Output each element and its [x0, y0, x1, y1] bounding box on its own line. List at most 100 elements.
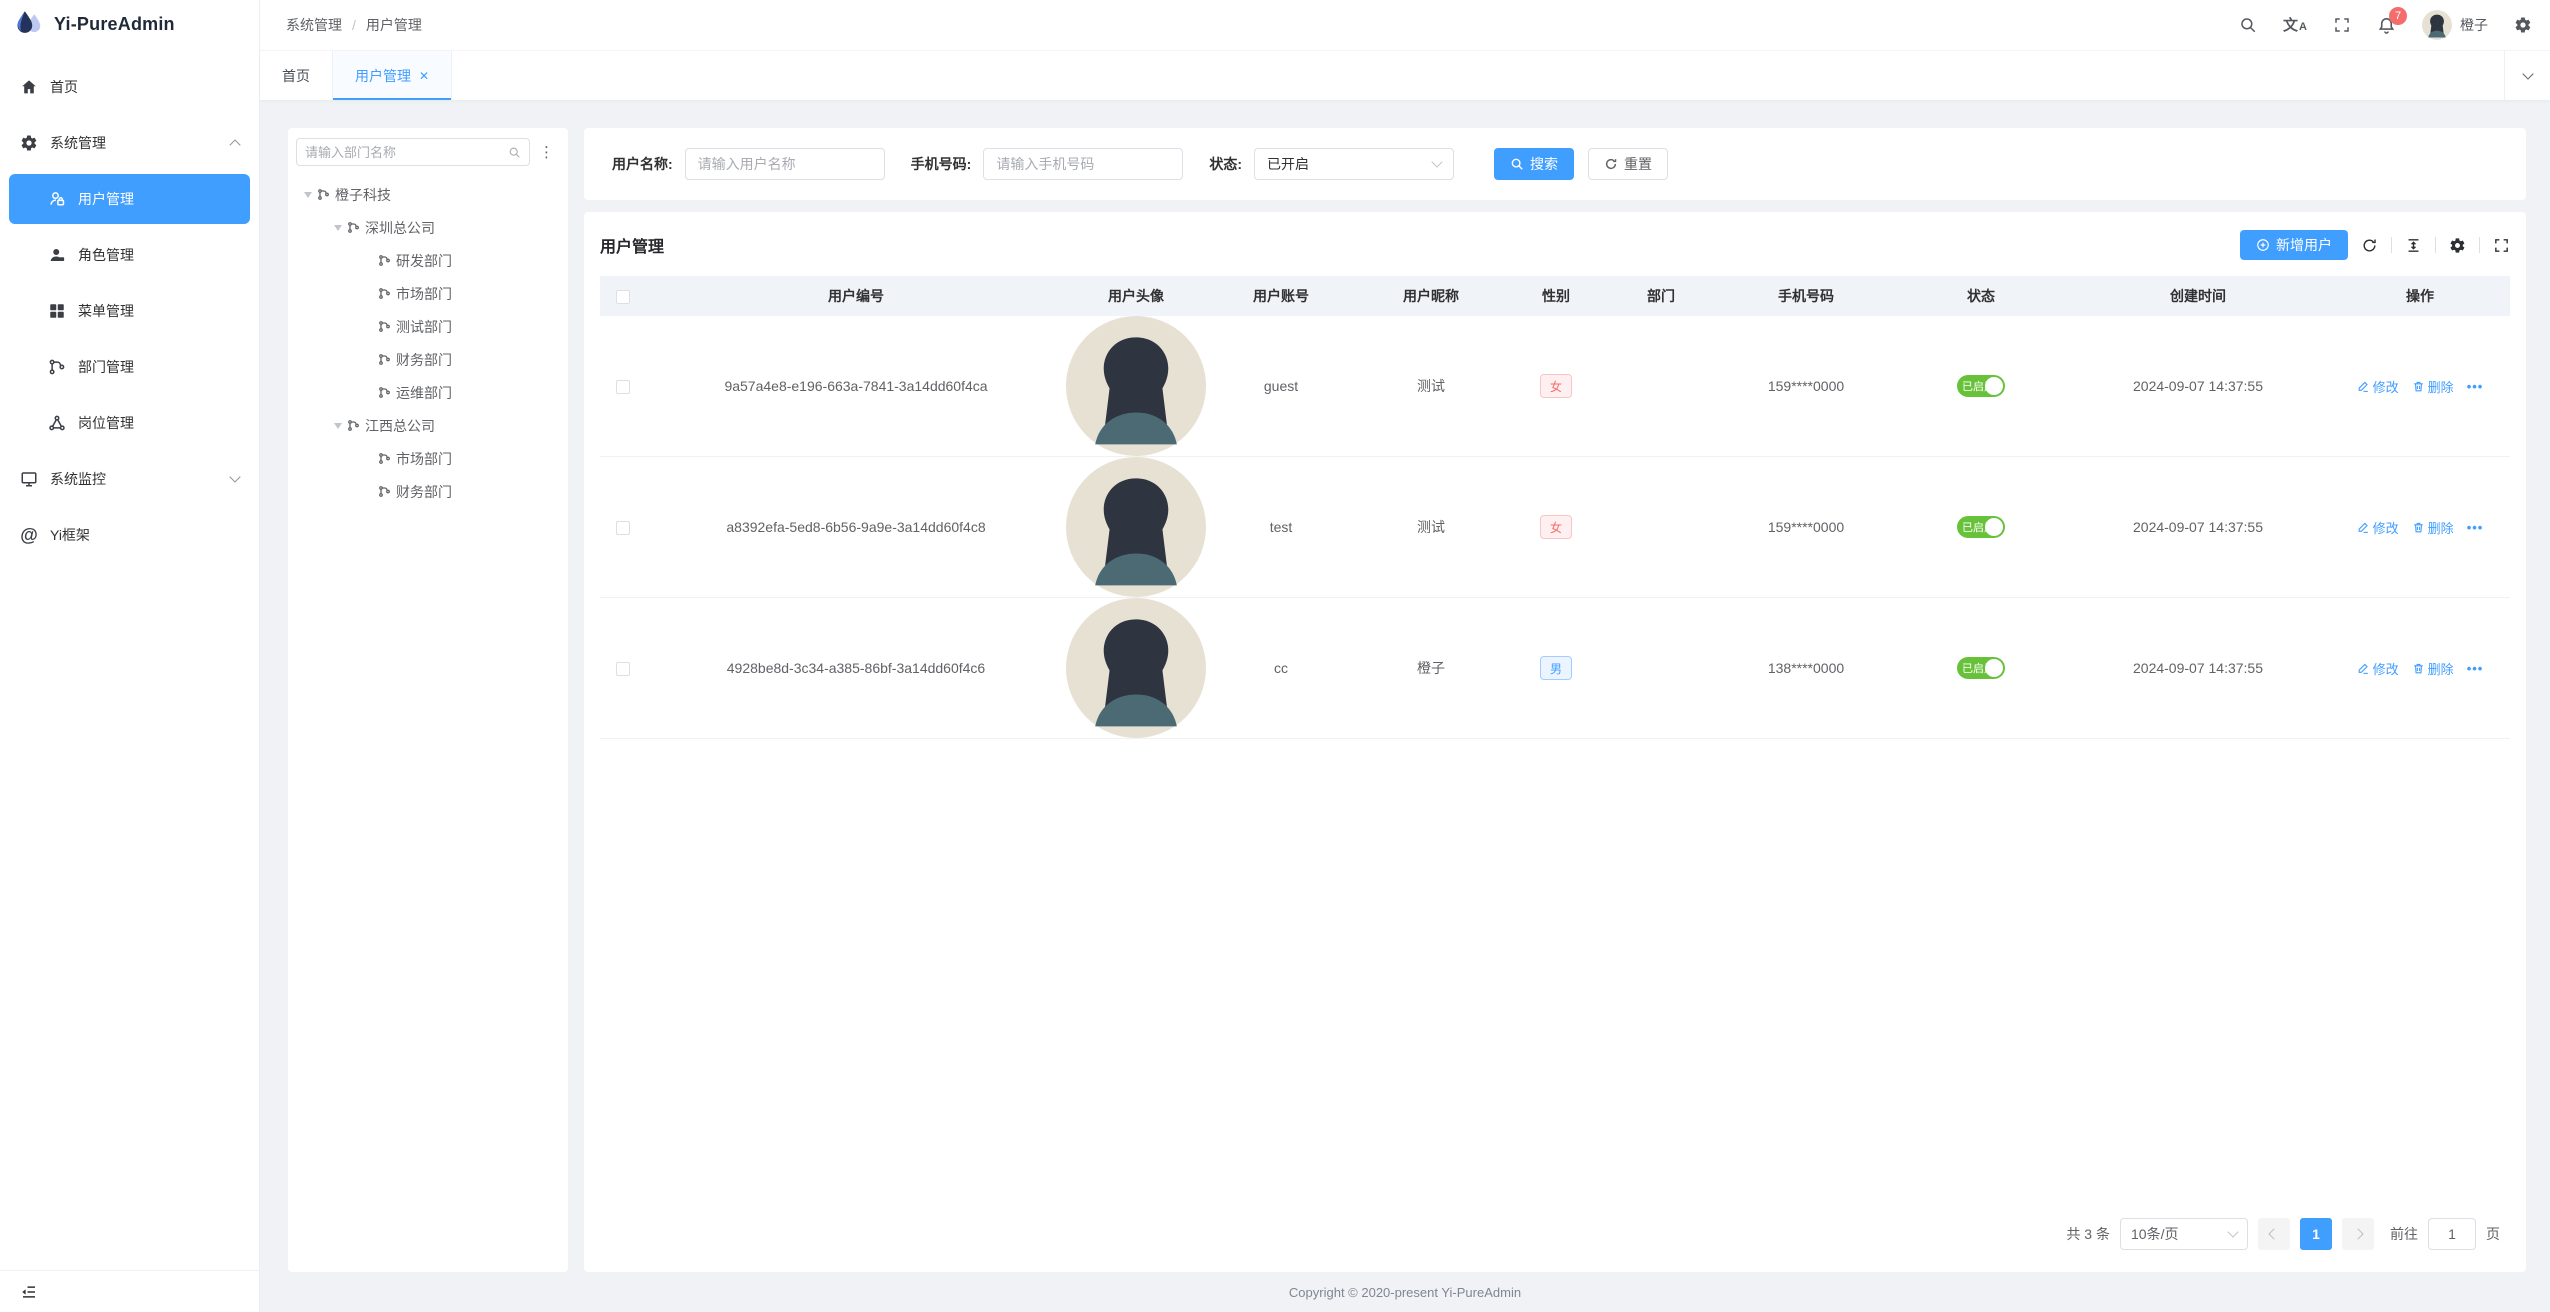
more-horizontal-icon[interactable]: ••• [2466, 378, 2484, 394]
column-header-status: 状态 [1896, 276, 2066, 316]
reset-button[interactable]: 重置 [1588, 148, 1669, 180]
search-button[interactable]: 搜索 [1494, 148, 1575, 180]
close-icon[interactable]: ✕ [419, 68, 430, 83]
page-number-button[interactable]: 1 [2300, 1218, 2332, 1250]
status-filter-select[interactable]: 已开启 [1254, 148, 1455, 180]
sidebar-item-label: 部门管理 [78, 359, 134, 375]
more-vertical-icon[interactable]: ⋮ [539, 143, 555, 161]
column-header-ops: 操作 [2330, 276, 2510, 316]
goto-page-input[interactable] [2428, 1218, 2476, 1250]
sidebar-item-users[interactable]: 用户管理 [9, 174, 250, 224]
search-icon [1511, 158, 1523, 170]
status-filter-label: 状态: [1209, 156, 1243, 172]
breadcrumb-parent[interactable]: 系统管理 [286, 17, 342, 33]
density-icon[interactable] [2405, 237, 2422, 254]
right-column: 用户名称: 手机号码: 状态: 已开启 [584, 128, 2526, 1272]
username-filter-input[interactable] [697, 156, 872, 172]
sidebar-item-system[interactable]: 系统管理 [0, 118, 259, 168]
tree-node-label: 市场部门 [396, 450, 452, 467]
phone-filter-input[interactable] [996, 156, 1171, 172]
avatar [1066, 316, 1206, 456]
column-header-phone: 手机号码 [1716, 276, 1896, 316]
tree-node[interactable]: 市场部门 [296, 277, 560, 310]
row-checkbox[interactable] [616, 662, 630, 677]
caret-down-icon[interactable] [334, 422, 342, 429]
collapse-sidebar-icon[interactable] [20, 1283, 38, 1301]
pencil-icon [2358, 522, 2368, 533]
cell-created: 2024-09-07 14:37:55 [2066, 456, 2330, 598]
delete-button[interactable]: 删除 [2412, 518, 2454, 537]
refresh-icon[interactable] [2361, 237, 2378, 254]
notifications-button[interactable]: 7 [2377, 6, 2407, 35]
refresh-icon [1605, 158, 1617, 170]
department-search-field [296, 138, 530, 166]
department-search-input[interactable] [305, 144, 502, 160]
edit-button[interactable]: 修改 [2357, 377, 2399, 396]
fullscreen-icon[interactable] [2333, 16, 2351, 34]
tree-node[interactable]: 运维部门 [296, 376, 560, 409]
tree-node[interactable]: 市场部门 [296, 442, 560, 475]
row-checkbox[interactable] [616, 521, 630, 536]
delete-button[interactable]: 删除 [2412, 377, 2454, 396]
more-horizontal-icon[interactable]: ••• [2466, 660, 2484, 676]
sidebar-item-label: 首页 [50, 79, 78, 95]
column-header-id: 用户编号 [646, 276, 1066, 316]
sidebar-item-monitor[interactable]: 系统监控 [0, 454, 259, 504]
caret-down-icon[interactable] [334, 224, 342, 231]
plus-circle-icon [2257, 239, 2269, 251]
delete-button[interactable]: 删除 [2412, 659, 2454, 678]
tab-user-management[interactable]: 用户管理 ✕ [333, 51, 453, 100]
more-horizontal-icon[interactable]: ••• [2466, 519, 2484, 535]
column-header-avatar: 用户头像 [1066, 276, 1206, 316]
tab-home[interactable]: 首页 [260, 51, 333, 100]
edit-button[interactable]: 修改 [2357, 518, 2399, 537]
edit-button[interactable]: 修改 [2357, 659, 2399, 678]
trash-icon [2413, 381, 2423, 391]
translate-icon[interactable]: 文 A [2283, 16, 2307, 34]
row-checkbox[interactable] [616, 380, 630, 395]
tree-node[interactable]: 测试部门 [296, 310, 560, 343]
cell-phone: 159****0000 [1716, 316, 1896, 457]
tree-node[interactable]: 财务部门 [296, 343, 560, 376]
caret-down-icon[interactable] [304, 191, 312, 198]
tree-node[interactable]: 江西总公司 [296, 409, 560, 442]
sidebar-item-positions[interactable]: 岗位管理 [0, 398, 259, 448]
next-page-button[interactable] [2342, 1218, 2374, 1250]
sidebar-item-menus[interactable]: 菜单管理 [0, 286, 259, 336]
add-user-button[interactable]: 新增用户 [2240, 230, 2348, 260]
tree-node-label: 运维部门 [396, 384, 452, 401]
page-size-select[interactable]: 10条/页 [2120, 1218, 2248, 1250]
tree-node[interactable]: 研发部门 [296, 244, 560, 277]
sidebar-item-home[interactable]: 首页 [0, 62, 259, 112]
user-menu[interactable]: 橙子 [2422, 10, 2488, 40]
settings-icon[interactable] [2514, 16, 2532, 34]
avatar [1066, 457, 1206, 597]
monitor-icon [21, 472, 37, 487]
gender-tag: 女 [1539, 515, 1572, 539]
prev-page-button[interactable] [2258, 1218, 2290, 1250]
cell-user-id: 9a57a4e8-e196-663a-7841-3a14dd60f4ca [646, 316, 1066, 457]
search-icon[interactable] [2239, 16, 2257, 34]
sidebar-item-label: 用户管理 [78, 191, 134, 207]
tree-node[interactable]: 财务部门 [296, 475, 560, 508]
sidebar-item-label: 系统管理 [50, 135, 106, 151]
sidebar-item-yi-framework[interactable]: @ Yi框架 [0, 510, 259, 560]
tabs-more-button[interactable] [2504, 51, 2550, 100]
tree-node-label: 橙子科技 [335, 186, 391, 203]
tree-node[interactable]: 橙子科技 [296, 178, 560, 211]
table-row: 4928be8d-3c34-a385-86bf-3a14dd60f4c6 cc … [600, 597, 2510, 739]
sidebar-item-roles[interactable]: 角色管理 [0, 230, 259, 280]
status-toggle[interactable]: 已启用 [1957, 375, 2005, 397]
at-icon: @ [20, 524, 38, 545]
tree-node[interactable]: 深圳总公司 [296, 211, 560, 244]
status-toggle[interactable]: 已启用 [1957, 516, 2005, 538]
sidebar-footer [0, 1270, 259, 1312]
column-settings-icon[interactable] [2449, 237, 2466, 254]
tree-node-label: 测试部门 [396, 318, 452, 335]
select-all-checkbox[interactable] [616, 290, 630, 305]
sidebar-item-departments[interactable]: 部门管理 [0, 342, 259, 392]
fullscreen-icon[interactable] [2493, 237, 2510, 254]
status-toggle[interactable]: 已启用 [1957, 657, 2005, 679]
grid-icon [50, 304, 64, 318]
